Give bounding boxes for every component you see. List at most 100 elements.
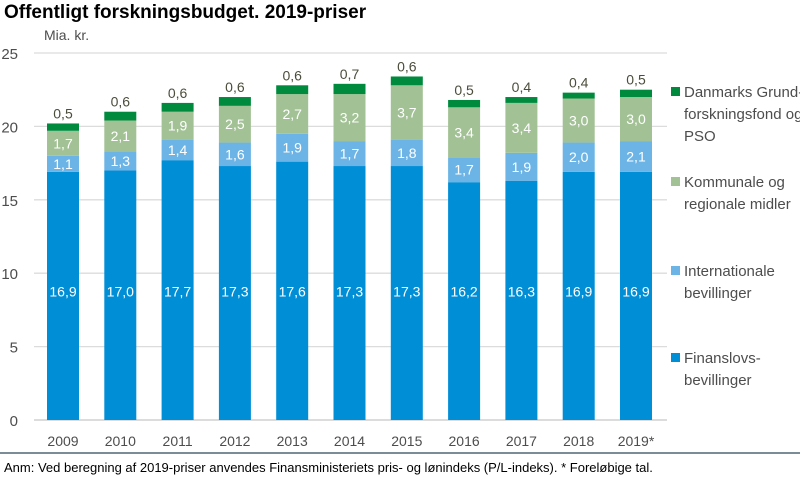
bar-segment <box>333 94 366 142</box>
bar-segment <box>448 157 481 183</box>
data-label: 17,7 <box>164 284 191 300</box>
data-label: 1,7 <box>454 162 474 178</box>
data-label: 1,7 <box>340 146 360 162</box>
y-tick-label: 0 <box>10 413 18 430</box>
bar-segment <box>448 107 481 158</box>
data-label: 3,4 <box>454 124 474 140</box>
bar-segment <box>161 160 194 420</box>
bar-segment <box>562 92 595 99</box>
data-label: 1,4 <box>168 142 188 158</box>
data-label: 1,6 <box>225 146 245 162</box>
y-tick-label: 10 <box>1 266 18 283</box>
bar-segment <box>161 111 194 140</box>
data-label: 1,7 <box>53 135 73 151</box>
data-label: 3,4 <box>512 120 532 136</box>
bar-segment <box>218 105 251 143</box>
data-label: 0,6 <box>397 58 417 74</box>
legend-label: Danmarks Grund- <box>684 84 800 101</box>
data-label: 16,9 <box>565 284 592 300</box>
data-label: 17,3 <box>336 284 363 300</box>
legend-label: bevillinger <box>684 285 752 302</box>
data-label: 17,0 <box>107 284 134 300</box>
data-label: 16,9 <box>622 284 649 300</box>
legend-label: PSO <box>684 128 716 145</box>
bar-segment <box>104 170 137 420</box>
bar-segment <box>390 85 423 140</box>
stacked-bar-chart: 0 5 10 15 20 25 16,9 1,1 1,7 0,5 2009 17,0 1,3 2,1 0,6… <box>1 46 800 449</box>
data-label: 16,3 <box>508 284 535 300</box>
legend-label: Internationale <box>684 263 775 280</box>
data-label: 17,3 <box>221 284 248 300</box>
data-label: 0,6 <box>225 79 245 95</box>
data-label: 0,5 <box>53 105 73 121</box>
legend-label: bevillinger <box>684 372 752 389</box>
legend-swatch <box>671 266 680 275</box>
bar-segment <box>104 111 137 121</box>
divider <box>0 452 800 454</box>
x-tick-label: 2019* <box>618 433 655 449</box>
chart-title: Offentligt forskningsbudget. 2019-priser <box>4 2 367 23</box>
bar-segment <box>276 133 309 162</box>
bar-segment <box>218 142 251 167</box>
bar-segment <box>505 102 538 153</box>
x-tick-label: 2009 <box>47 433 78 449</box>
bar-segment <box>562 171 595 420</box>
bar-segment <box>218 166 251 420</box>
x-tick-label: 2016 <box>449 433 480 449</box>
data-label: 0,4 <box>512 79 532 95</box>
x-tick-label: 2018 <box>563 433 594 449</box>
data-label: 17,3 <box>393 284 420 300</box>
bar-segment <box>47 123 79 131</box>
bar-segment <box>276 94 309 134</box>
bar-segment <box>620 97 652 142</box>
data-label: 1,9 <box>512 159 532 175</box>
legend-label: Kommunale og <box>684 174 785 191</box>
bar-segment <box>218 97 251 106</box>
bar-segment <box>104 120 137 152</box>
bar-segment <box>161 102 194 112</box>
x-tick-label: 2010 <box>105 433 136 449</box>
bar-segment <box>562 142 595 172</box>
data-label: 2,5 <box>225 116 245 132</box>
x-tick-label: 2011 <box>163 433 193 449</box>
bar-segment <box>620 89 652 98</box>
data-label: 0,6 <box>282 67 302 83</box>
bar-segment <box>333 141 366 167</box>
bar-segment <box>505 180 538 420</box>
bar-segment <box>47 130 79 156</box>
x-tick-label: 2012 <box>219 433 250 449</box>
data-label: 3,0 <box>569 113 589 129</box>
y-tick-label: 15 <box>1 193 18 210</box>
data-label: 1,8 <box>397 145 417 161</box>
y-tick-label: 20 <box>1 119 18 136</box>
y-tick-label: 25 <box>1 46 18 63</box>
data-label: 2,1 <box>626 148 646 164</box>
bar-segment <box>620 141 652 172</box>
data-label: 0,5 <box>626 72 646 88</box>
data-label: 1,3 <box>111 153 131 169</box>
legend-label: Finanslovs- <box>684 350 761 367</box>
bar-segment <box>161 139 194 161</box>
bar-segment <box>620 171 652 420</box>
bar-segment <box>390 76 423 86</box>
bar-segment <box>47 155 79 172</box>
data-label: 1,9 <box>282 140 302 156</box>
bar-segment <box>448 182 481 420</box>
x-tick-label: 2014 <box>334 433 365 449</box>
bar-segment <box>562 98 595 143</box>
bar-segment <box>390 166 423 420</box>
x-tick-label: 2013 <box>277 433 308 449</box>
bar-segment <box>333 166 366 420</box>
data-label: 1,1 <box>53 156 73 172</box>
data-label: 0,5 <box>454 82 474 98</box>
legend-label: regionale midler <box>684 196 791 213</box>
data-label: 3,2 <box>340 110 360 126</box>
data-label: 2,0 <box>569 149 589 165</box>
bar-segment <box>505 97 538 103</box>
data-label: 1,9 <box>168 118 188 134</box>
bar-segment <box>390 139 423 167</box>
data-label: 17,6 <box>279 284 306 300</box>
data-label: 0,6 <box>168 85 188 101</box>
legend-swatch <box>671 353 680 362</box>
bar-segment <box>333 83 366 95</box>
